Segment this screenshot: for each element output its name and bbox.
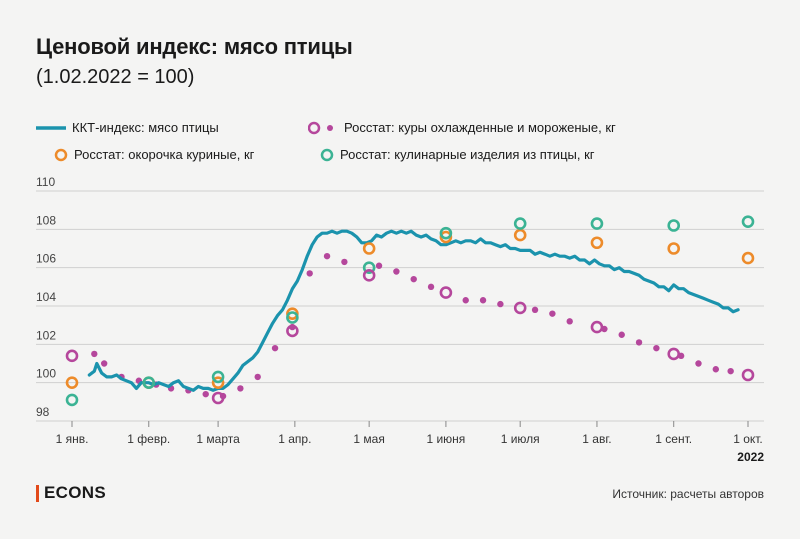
kury-dot [323,252,331,260]
x-tick-label: 1 авг. [582,432,611,446]
kury-ring [667,347,681,361]
kury-dot [531,306,539,314]
kulinarnye-ring [590,217,604,230]
legend-item-kkt: ККТ-индекс: мясо птицы [36,120,219,135]
legend-item-okorochka: Росстат: окорочка куриные, кг [54,147,254,162]
kury-dot [341,258,348,266]
x-tick-label: 1 февр. [127,432,170,446]
kury-dot [479,297,487,304]
kury-ring [211,391,225,405]
legend-label-okorochka: Росстат: окорочка куриные, кг [74,147,255,162]
y-tick-label: 98 [36,405,50,419]
legend-label-kury: Росстат: куры охлажденные и мороженые, к… [344,120,616,135]
y-tick-label: 108 [36,213,56,227]
x-tick-label: 1 окт. [733,432,763,446]
kkt-index-line [87,229,740,392]
legend-label-kkt: ККТ-индекс: мясо птицы [72,120,219,135]
x-tick-label: 1 апр. [278,432,311,446]
kulinarnye-ring [286,311,299,324]
y-tick-label: 110 [36,175,55,189]
kury-dot [410,275,417,283]
okorochka-ring [362,242,376,255]
kury-dot [237,385,244,392]
kury-dot [202,390,209,398]
kury-dot [427,283,435,291]
okorochka-ring [439,230,453,244]
kury-dot [271,344,279,352]
okorochka-ring [211,376,225,389]
kury-dot [695,360,702,367]
kury-dot [393,268,400,275]
y-tick-label: 106 [36,252,56,266]
kury-dot [712,366,720,373]
okorochka-ring [286,307,299,320]
kulinarnye-ring [667,219,681,232]
x-tick-label: 1 мая [353,432,384,446]
kury-ring [590,320,604,334]
kury-dot [254,373,261,381]
kulinarnye-ring [142,376,156,389]
okorochka-ring [667,242,681,255]
okorochka-ring [590,236,604,250]
kury-dot [100,360,108,367]
chart-subtitle: (1.02.2022 = 100) [36,66,195,88]
logo-accent-bar [36,484,39,502]
x-tick-label: 1 июля [501,432,540,446]
kury-dot [462,297,469,304]
kury-dot [497,300,504,308]
legend-item-kury: Росстат: куры охлажденные и мороженые, к… [308,120,616,135]
y-tick-label: 104 [36,290,56,304]
kury-dot [635,339,643,346]
kulinarnye-ring [741,215,755,228]
source-note: Источник: расчеты авторов [612,487,764,501]
legend-ring-swatch [320,148,334,161]
okorochka-ring [65,376,79,389]
kury-dot [727,367,734,375]
kury-dot [549,310,556,317]
legend-ring-dot-swatch [308,121,333,134]
kulinarnye-ring [362,261,376,274]
kury-ring [513,301,527,315]
kulinarnye-ring [211,370,225,384]
year-label: 2022 [737,450,764,464]
kury-dot [306,270,313,277]
kury-ring [286,324,299,338]
okorochka-ring [741,251,755,265]
kury-dot [566,318,573,325]
chart-title: Ценовой индекс: мясо птицы [36,34,353,59]
kury-dot [618,331,625,338]
kulinarnye-ring [513,217,527,230]
legend-line-swatch [36,125,66,130]
kulinarnye-ring [439,226,453,240]
y-tick-label: 100 [36,367,56,381]
kury-dot [91,350,98,358]
econs-logo: ECONS [36,483,106,503]
y-tick-label: 102 [36,328,56,342]
kury-ring [741,368,755,382]
legend-item-kulinarnye: Росстат: кулинарные изделия из птицы, кг [320,147,595,162]
x-tick-label: 1 сент. [655,432,692,446]
legend-ring-swatch [54,148,68,161]
kury-ring [65,349,79,363]
kury-ring [362,269,376,282]
kury-ring [439,286,453,299]
kury-dot [375,262,383,269]
x-tick-label: 1 янв. [56,432,89,446]
kulinarnye-ring [65,393,79,407]
x-tick-label: 1 июня [426,432,465,446]
logo-text: ECONS [44,483,106,502]
x-tick-label: 1 марта [196,432,240,446]
kury-dot [653,344,660,352]
okorochka-ring [513,228,527,242]
legend-label-kulinarnye: Росстат: кулинарные изделия из птицы, кг [340,147,595,162]
